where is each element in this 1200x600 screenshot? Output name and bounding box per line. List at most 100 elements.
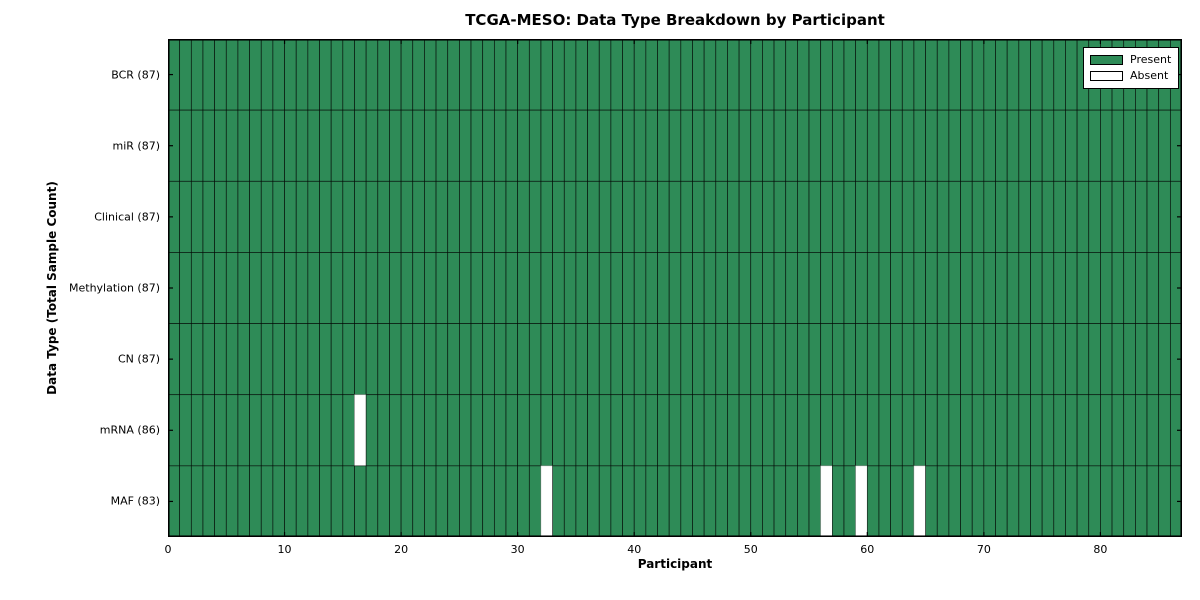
heatmap-cell-present: [260, 252, 274, 324]
heatmap-cell-absent: [855, 465, 868, 537]
heatmap-cell-present: [715, 39, 728, 111]
heatmap-cell-present: [622, 394, 635, 467]
heatmap-cell-present: [435, 394, 449, 467]
x-tick-label: 0: [164, 543, 172, 556]
heatmap-cell-present: [389, 323, 402, 396]
heatmap-cell-present: [668, 252, 682, 324]
heatmap-cell-present: [971, 252, 985, 324]
heatmap-cell-present: [901, 465, 915, 537]
heatmap-cell-present: [890, 109, 903, 182]
heatmap-cell-present: [797, 180, 810, 253]
heatmap-cell-present: [1076, 465, 1090, 537]
legend: Present Absent: [1083, 47, 1179, 89]
heatmap-cell-present: [354, 109, 367, 182]
heatmap-cell-present: [342, 394, 355, 467]
heatmap-cell-present: [389, 39, 402, 111]
heatmap-cell-present: [995, 109, 1008, 182]
heatmap-cell-present: [179, 394, 192, 467]
heatmap-cell-present: [202, 465, 215, 537]
heatmap-cell-present: [342, 465, 355, 537]
heatmap-cell-present: [633, 180, 647, 253]
heatmap-cell-present: [1053, 465, 1066, 537]
heatmap-cell-present: [377, 180, 390, 253]
heatmap-cell-present: [738, 465, 752, 537]
heatmap-cell-present: [645, 39, 658, 111]
heatmap-cell-present: [389, 109, 402, 182]
heatmap-cell-present: [377, 394, 390, 467]
heatmap-cell-present: [225, 394, 239, 467]
heatmap-cell-present: [936, 180, 950, 253]
heatmap-cell-present: [377, 323, 390, 396]
heatmap-cell-present: [190, 465, 204, 537]
heatmap-cell-present: [1158, 394, 1171, 467]
heatmap-cell-present: [272, 109, 285, 182]
heatmap-cell-present: [179, 180, 192, 253]
heatmap-cell-present: [1111, 109, 1125, 182]
heatmap-cell-present: [1146, 323, 1160, 396]
heatmap-cell-present: [190, 394, 204, 467]
heatmap-cell-present: [237, 109, 250, 182]
heatmap-cell-present: [983, 180, 996, 253]
heatmap-cell-present: [657, 394, 670, 467]
heatmap-cell-present: [1030, 180, 1043, 253]
heatmap-cell-present: [622, 323, 635, 396]
heatmap-cell-present: [901, 252, 915, 324]
heatmap-cell-present: [1065, 109, 1078, 182]
heatmap-cell-present: [214, 39, 227, 111]
heatmap-cell-present: [319, 394, 332, 467]
heatmap-cell-present: [389, 180, 402, 253]
heatmap-cell-present: [622, 109, 635, 182]
heatmap-cell-present: [890, 394, 903, 467]
heatmap-cell-present: [330, 39, 344, 111]
heatmap-cell-present: [563, 394, 577, 467]
heatmap-cell-present: [762, 323, 775, 396]
heatmap-cell-present: [190, 109, 204, 182]
heatmap-cell-present: [598, 465, 612, 537]
heatmap-cell-present: [354, 180, 367, 253]
heatmap-cell-present: [715, 323, 728, 396]
heatmap-cell-present: [249, 323, 262, 396]
heatmap-cell-present: [1146, 252, 1160, 324]
heatmap-cell-present: [1018, 39, 1031, 111]
heatmap-cell-present: [948, 465, 961, 537]
heatmap-cell-present: [866, 252, 880, 324]
heatmap-cell-present: [1088, 465, 1101, 537]
heatmap-cell-present: [610, 39, 623, 111]
heatmap-cell-present: [983, 465, 996, 537]
heatmap-cell-present: [470, 252, 484, 324]
heatmap-cell-present: [983, 394, 996, 467]
heatmap-cell-present: [948, 252, 961, 324]
heatmap-cell-absent: [354, 394, 367, 467]
heatmap-cell-present: [762, 109, 775, 182]
heatmap-cell-present: [307, 39, 320, 111]
heatmap-cell-present: [598, 323, 612, 396]
heatmap-cell-present: [552, 394, 565, 467]
heatmap-cell-present: [878, 323, 891, 396]
heatmap-cell-present: [831, 465, 845, 537]
heatmap-cell-present: [797, 39, 810, 111]
heatmap-cell-present: [377, 252, 390, 324]
heatmap-cell-present: [645, 180, 658, 253]
heatmap-cell-present: [214, 180, 227, 253]
heatmap-cell-present: [528, 109, 542, 182]
heatmap-cell-present: [610, 180, 623, 253]
heatmap-cell-present: [831, 252, 845, 324]
heatmap-cell-present: [412, 109, 425, 182]
heatmap-cell-present: [552, 252, 565, 324]
heatmap-cell-present: [1006, 109, 1020, 182]
heatmap-cell-present: [983, 323, 996, 396]
heatmap-cell-present: [237, 39, 250, 111]
heatmap-cell-present: [284, 180, 297, 253]
heatmap-cell-present: [202, 252, 215, 324]
heatmap-cell-present: [295, 109, 309, 182]
heatmap-cell-present: [750, 109, 763, 182]
heatmap-cell-present: [750, 323, 763, 396]
heatmap-cell-present: [1111, 180, 1125, 253]
heatmap-cell-present: [901, 109, 915, 182]
heatmap-cell-present: [424, 180, 437, 253]
x-tick-label: 80: [1093, 543, 1108, 556]
heatmap-cell-present: [412, 465, 425, 537]
heatmap-cell-present: [738, 180, 752, 253]
heatmap-cell-present: [645, 252, 658, 324]
